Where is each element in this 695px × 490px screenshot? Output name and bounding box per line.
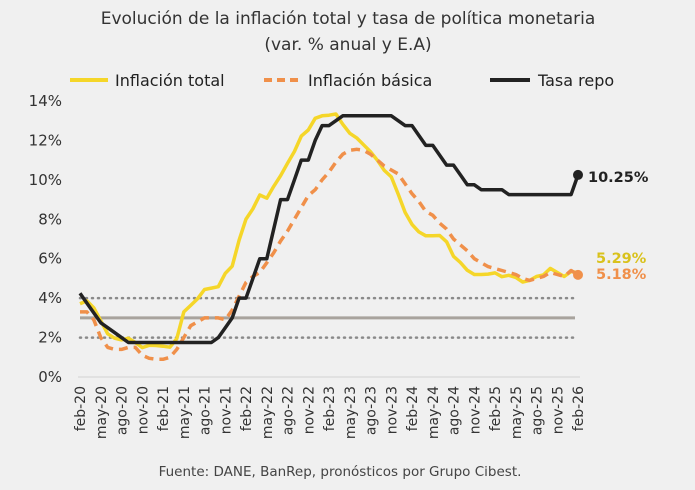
x-tick-label: feb-21 <box>156 386 172 431</box>
legend: Inflación total Inflación básica Tasa re… <box>70 71 614 90</box>
x-tick-label: ago-23 <box>364 386 380 435</box>
x-tick-label: feb-26 <box>571 386 587 431</box>
series-line-tasa-repo <box>78 114 580 345</box>
y-tick-label: 0% <box>38 368 62 386</box>
x-tick-label: nov-25 <box>550 386 566 434</box>
end-label-tasa-repo: 10.25% <box>588 170 649 186</box>
y-tick-label: 14% <box>29 92 62 110</box>
x-tick-label: feb-23 <box>322 386 338 431</box>
x-tick-label: may-25 <box>509 386 525 439</box>
x-tick-label: nov-22 <box>301 386 317 434</box>
end-label-inflacion-total: 5.29% <box>596 251 647 267</box>
y-tick-label: 12% <box>29 131 62 149</box>
endpoint-marker <box>573 169 583 180</box>
x-tick-label: ago-20 <box>115 386 131 435</box>
x-tick-label: nov-21 <box>218 386 234 434</box>
x-tick-label: ago-24 <box>447 386 463 435</box>
series-line-inflaci-n-b-sica <box>80 147 579 362</box>
legend-label-inflacion-total: Inflación total <box>115 71 225 90</box>
endpoint-marker <box>573 269 583 280</box>
x-tick-label: feb-25 <box>488 386 504 431</box>
x-tick-label: ago-22 <box>281 386 297 435</box>
chart-subtitle: (var. % anual y E.A) <box>264 35 431 55</box>
y-tick-label: 4% <box>38 289 62 307</box>
x-tick-label: nov-20 <box>135 386 151 434</box>
x-tick-label: ago-25 <box>530 386 546 435</box>
legend-label-tasa-repo: Tasa repo <box>537 71 614 90</box>
x-tick-label: may-20 <box>94 386 110 439</box>
y-tick-label: 6% <box>38 250 62 268</box>
y-tick-label: 2% <box>38 329 62 347</box>
x-tick-label: ago-21 <box>198 386 214 435</box>
chart-title: Evolución de la inflación total y tasa d… <box>101 9 596 29</box>
x-tick-label: may-21 <box>177 386 193 439</box>
x-tick-label: feb-24 <box>405 386 421 431</box>
x-tick-label: feb-22 <box>239 386 255 431</box>
legend-label-inflacion-basica: Inflación básica <box>308 71 432 90</box>
end-label-inflacion-basica: 5.18% <box>596 267 647 283</box>
y-tick-label: 10% <box>29 171 62 189</box>
x-tick-label: may-23 <box>343 386 359 439</box>
source-note: Fuente: DANE, BanRep, pronósticos por Gr… <box>159 464 522 480</box>
x-tick-label: may-22 <box>260 386 276 439</box>
series-line-inflaci-n-total <box>79 112 579 350</box>
x-tick-label: feb-20 <box>73 386 89 431</box>
x-tick-label: nov-24 <box>467 386 483 434</box>
x-tick-label: nov-23 <box>384 386 400 434</box>
x-tick-label: may-24 <box>426 386 442 439</box>
y-tick-label: 8% <box>38 210 62 228</box>
